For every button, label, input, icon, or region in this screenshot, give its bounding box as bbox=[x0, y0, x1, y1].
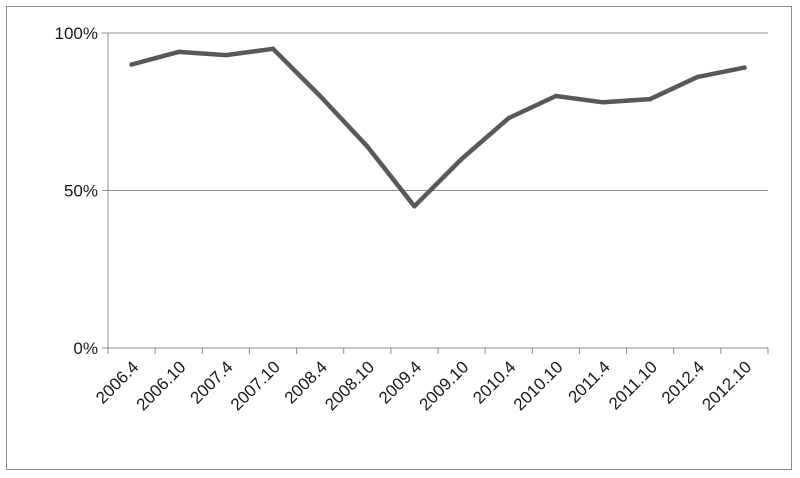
x-tick-label: 2012.10 bbox=[698, 357, 755, 414]
data-point bbox=[647, 96, 653, 102]
y-tick-label: 100% bbox=[55, 24, 98, 43]
data-point bbox=[129, 62, 134, 67]
y-tick-label: 50% bbox=[64, 182, 98, 201]
series-line bbox=[129, 46, 747, 209]
grid-layer bbox=[108, 32, 768, 191]
chart-frame bbox=[6, 6, 792, 470]
data-point bbox=[223, 52, 229, 58]
y-tick-label: 0% bbox=[73, 339, 98, 358]
x-tick-label: 2006.10 bbox=[133, 357, 190, 414]
data-point bbox=[365, 144, 370, 149]
axis-layer bbox=[102, 32, 769, 354]
x-tick-label: 2009.10 bbox=[416, 357, 473, 414]
x-tick-label: 2010.10 bbox=[510, 357, 567, 414]
data-point bbox=[459, 156, 464, 162]
data-point bbox=[317, 93, 323, 99]
data-point bbox=[553, 93, 559, 99]
data-point bbox=[270, 46, 276, 51]
x-tick-label: 2007.10 bbox=[227, 357, 284, 414]
label-layer: 0%50%100%2006.42006.102007.42007.102008.… bbox=[55, 24, 756, 414]
data-point bbox=[506, 115, 511, 121]
data-point bbox=[742, 65, 747, 70]
data-point bbox=[176, 49, 181, 55]
x-tick-label: 2008.10 bbox=[321, 357, 378, 414]
series-layer bbox=[129, 46, 747, 209]
x-tick-label: 2011.10 bbox=[605, 357, 661, 413]
data-point bbox=[412, 204, 417, 209]
data-point bbox=[600, 100, 606, 105]
data-point bbox=[695, 74, 700, 80]
